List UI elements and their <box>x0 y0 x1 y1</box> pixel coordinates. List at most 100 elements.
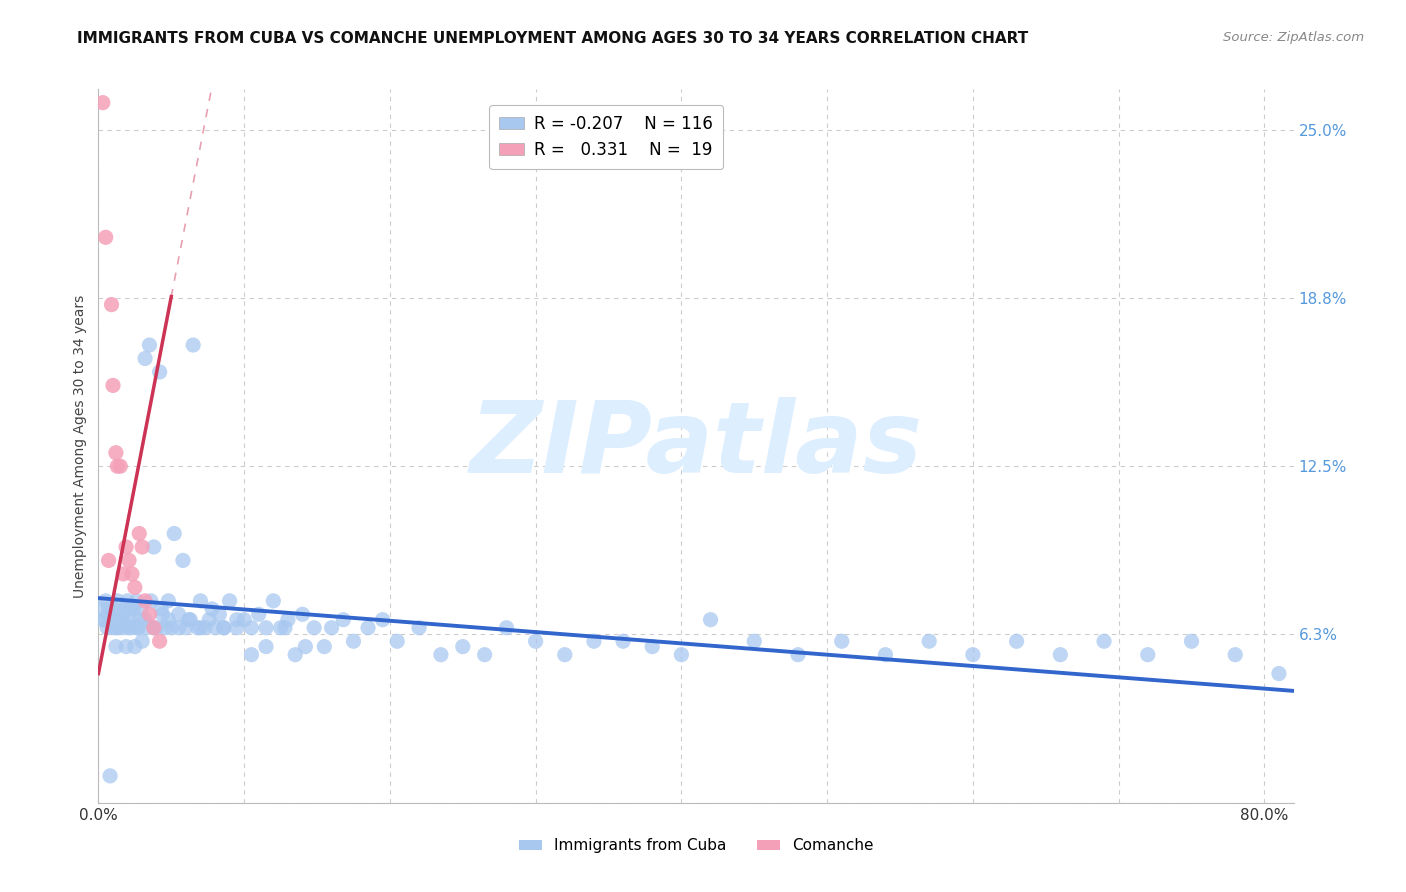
Point <box>149 634 172 648</box>
Point <box>127 621 149 635</box>
Point <box>94 594 117 608</box>
Text: IMMIGRANTS FROM CUBA VS COMANCHE UNEMPLOYMENT AMONG AGES 30 TO 34 YEARS CORRELAT: IMMIGRANTS FROM CUBA VS COMANCHE UNEMPLO… <box>77 31 1029 46</box>
Point <box>233 613 256 627</box>
Text: ZIPatlas: ZIPatlas <box>470 398 922 494</box>
Point <box>142 621 165 635</box>
Point <box>342 634 364 648</box>
Point <box>186 621 208 635</box>
Point <box>97 553 120 567</box>
Point <box>524 634 547 648</box>
Point <box>204 621 226 635</box>
Point <box>208 607 231 622</box>
Y-axis label: Unemployment Among Ages 30 to 34 years: Unemployment Among Ages 30 to 34 years <box>73 294 87 598</box>
Point <box>291 607 314 622</box>
Point <box>91 613 114 627</box>
Point <box>1049 648 1071 662</box>
Point <box>179 613 201 627</box>
Point <box>152 607 174 622</box>
Point <box>451 640 474 654</box>
Point <box>194 621 217 635</box>
Point <box>430 648 453 662</box>
Point <box>787 648 810 662</box>
Point <box>103 602 125 616</box>
Point <box>121 566 143 581</box>
Point <box>112 613 135 627</box>
Point <box>181 338 204 352</box>
Point <box>134 594 156 608</box>
Point <box>101 378 124 392</box>
Point <box>115 540 138 554</box>
Point <box>127 621 149 635</box>
Point <box>167 607 190 622</box>
Point <box>294 640 316 654</box>
Point <box>284 648 307 662</box>
Point <box>149 365 172 379</box>
Point <box>94 230 117 244</box>
Point <box>93 613 115 627</box>
Point <box>97 607 120 622</box>
Point <box>314 640 336 654</box>
Point <box>121 621 143 635</box>
Point <box>100 298 122 312</box>
Point <box>240 621 263 635</box>
Point <box>875 648 897 662</box>
Point <box>108 621 131 635</box>
Point <box>201 602 224 616</box>
Point <box>1136 648 1159 662</box>
Point <box>831 634 853 648</box>
Point <box>212 621 235 635</box>
Point <box>120 613 142 627</box>
Point <box>254 640 277 654</box>
Point <box>96 621 118 635</box>
Text: Source: ZipAtlas.com: Source: ZipAtlas.com <box>1223 31 1364 45</box>
Point <box>157 613 180 627</box>
Point <box>134 613 156 627</box>
Point <box>225 613 247 627</box>
Point <box>321 621 343 635</box>
Point <box>742 634 765 648</box>
Point <box>128 526 150 541</box>
Point <box>1092 634 1115 648</box>
Point <box>138 607 160 622</box>
Point <box>111 607 134 622</box>
Point <box>177 613 200 627</box>
Point <box>671 648 693 662</box>
Point <box>612 634 634 648</box>
Point <box>1180 634 1202 648</box>
Point <box>247 607 270 622</box>
Point <box>1268 666 1291 681</box>
Point <box>118 553 141 567</box>
Point <box>110 459 132 474</box>
Point <box>97 602 120 616</box>
Point <box>190 621 212 635</box>
Point <box>641 640 664 654</box>
Point <box>142 540 165 554</box>
Point <box>270 621 292 635</box>
Point <box>198 613 221 627</box>
Point <box>90 602 112 616</box>
Point <box>274 621 297 635</box>
Point <box>110 613 132 627</box>
Point <box>157 594 180 608</box>
Point <box>254 621 277 635</box>
Point <box>122 602 145 616</box>
Point <box>332 613 354 627</box>
Point <box>218 594 240 608</box>
Point <box>145 621 167 635</box>
Point <box>302 621 325 635</box>
Point <box>125 594 148 608</box>
Point <box>225 621 247 635</box>
Point <box>114 602 136 616</box>
Point <box>124 580 146 594</box>
Point <box>277 613 299 627</box>
Point <box>134 351 156 366</box>
Point <box>167 621 190 635</box>
Point <box>1005 634 1028 648</box>
Point <box>138 338 160 352</box>
Point <box>112 566 135 581</box>
Point <box>142 621 165 635</box>
Point <box>371 613 394 627</box>
Point <box>120 602 142 616</box>
Point <box>582 634 605 648</box>
Point <box>474 648 496 662</box>
